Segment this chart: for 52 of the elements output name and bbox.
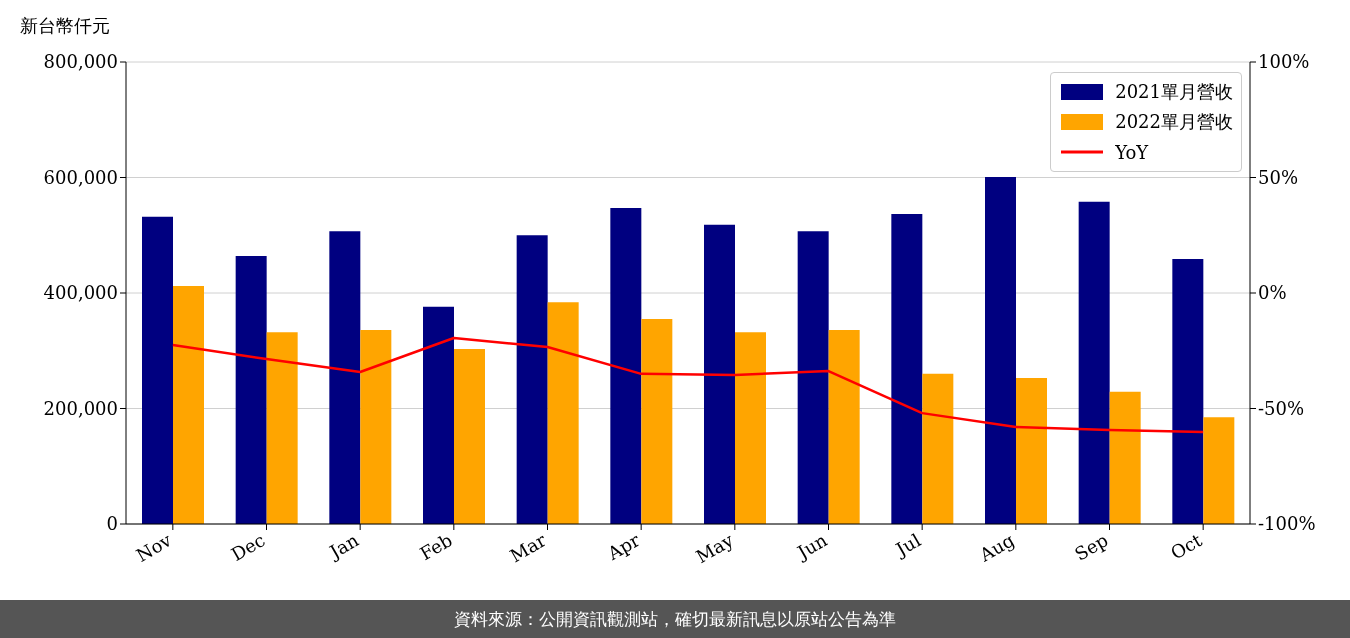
x-tick-label: Jun xyxy=(791,529,831,564)
bar xyxy=(1172,258,1204,524)
x-tick-label: Oct xyxy=(1166,528,1206,564)
bar xyxy=(173,286,204,524)
bar xyxy=(547,302,579,524)
bar xyxy=(828,329,860,524)
y-tick-label: 600,000 xyxy=(43,166,118,188)
x-tick-label: Feb xyxy=(416,529,456,565)
bar xyxy=(922,373,954,524)
x-tick-label: Sep xyxy=(1071,529,1112,565)
line-series xyxy=(171,336,1205,434)
y2-tick-label: 0% xyxy=(1258,282,1287,304)
x-tick-label: Jul xyxy=(890,529,925,561)
x-tick-label: Jan xyxy=(324,529,363,564)
y-tick-label: 400,000 xyxy=(43,282,118,304)
source-note: 資料來源：公開資訊觀測站，確切最新訊息以原站公告為準 xyxy=(0,600,1350,638)
legend-label: 2022單月營收 xyxy=(1115,110,1233,134)
y2-tick-label: 100% xyxy=(1258,51,1310,73)
x-tick-label: Apr xyxy=(603,529,644,565)
y2-tick-label: -50% xyxy=(1258,397,1305,419)
bar xyxy=(704,224,735,524)
x-tick-label: Mar xyxy=(506,529,550,567)
bar xyxy=(266,332,298,524)
bar xyxy=(516,235,548,524)
y2-tick-label: -100% xyxy=(1258,513,1316,535)
y-tick-label: 800,000 xyxy=(43,51,118,73)
bar xyxy=(985,176,1016,524)
x-tick-label: Dec xyxy=(227,529,269,566)
y-tick-label: 0 xyxy=(106,513,118,535)
bar xyxy=(454,349,485,524)
bar xyxy=(423,306,454,524)
bar xyxy=(735,332,766,524)
bar xyxy=(797,231,829,524)
x-tick-label: Nov xyxy=(132,528,176,566)
bar xyxy=(1203,417,1235,524)
bar xyxy=(329,231,361,524)
y2-tick-label: 50% xyxy=(1258,166,1299,188)
bar xyxy=(360,329,392,524)
y-tick-label: 200,000 xyxy=(43,397,118,419)
bar xyxy=(610,208,642,524)
bar xyxy=(1016,377,1047,524)
y-axis-title: 新台幣仟元 xyxy=(20,14,110,38)
bar xyxy=(641,318,673,524)
legend-label: 2021單月營收 xyxy=(1115,80,1233,104)
x-tick-label: May xyxy=(692,528,738,568)
bar xyxy=(1109,391,1141,524)
x-tick-label: Aug xyxy=(975,529,1018,567)
bar xyxy=(1078,201,1110,524)
legend-label: YoY xyxy=(1115,141,1149,163)
bar xyxy=(235,256,267,524)
bar xyxy=(142,216,173,524)
bar xyxy=(891,213,923,524)
